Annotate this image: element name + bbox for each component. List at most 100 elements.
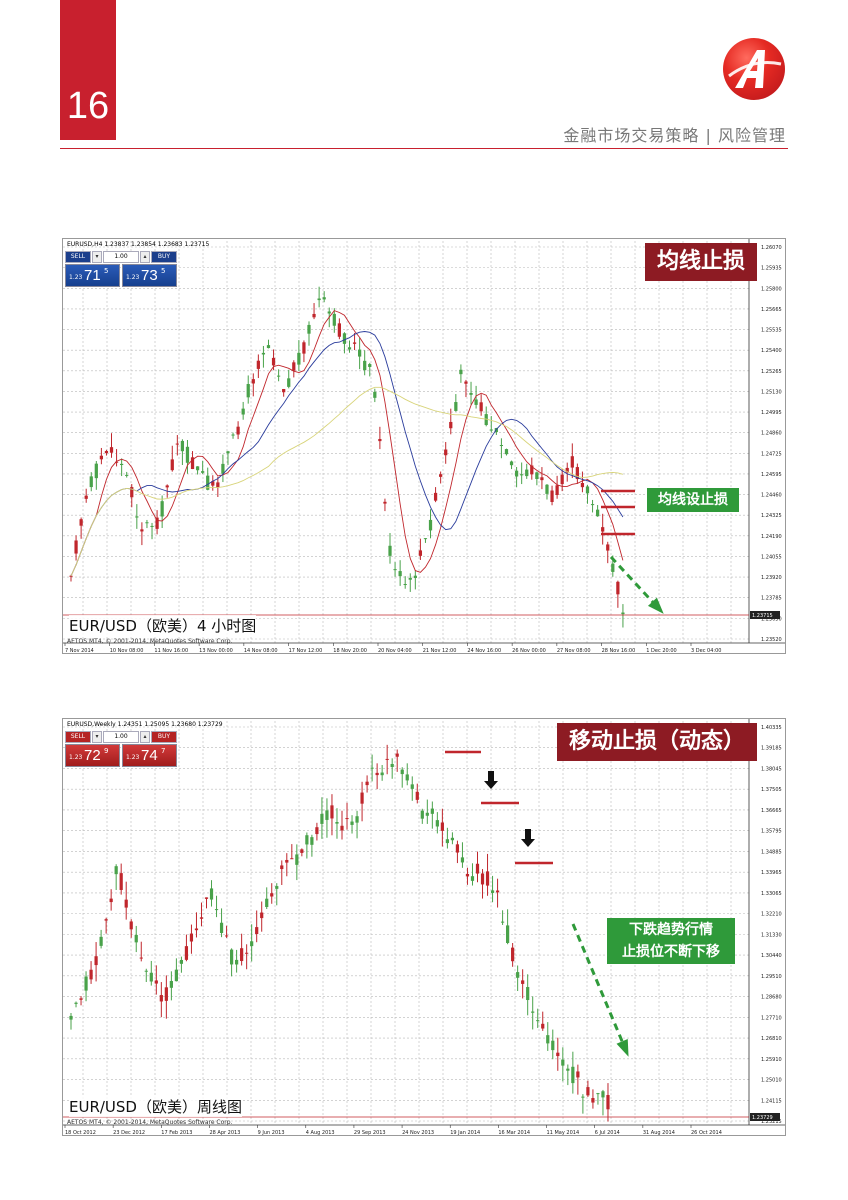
x-tick-label: 4 Aug 2013 [306, 1130, 335, 1136]
lot-increase-icon[interactable]: ▴ [140, 251, 150, 263]
y-tick-label: 1.23785 [761, 596, 782, 602]
candle-body [390, 763, 394, 768]
candle-body [231, 434, 235, 436]
candle-body [550, 490, 554, 502]
candle-body [561, 1059, 565, 1066]
candle-body [480, 873, 485, 885]
y-tick-label: 1.25010 [761, 1078, 782, 1084]
lot-size-field[interactable]: 1.00 [103, 731, 139, 743]
candle-body [226, 451, 230, 454]
lot-decrease-icon[interactable]: ▾ [92, 251, 102, 263]
x-tick-label: 29 Sep 2013 [354, 1130, 386, 1136]
lot-decrease-icon[interactable]: ▾ [92, 731, 102, 743]
candle-body [285, 859, 289, 863]
candle-body [368, 364, 372, 367]
x-tick-label: 28 Nov 16:00 [602, 648, 636, 654]
buy-button[interactable]: BUY [151, 251, 177, 263]
candle-body [129, 921, 133, 930]
candle-body [454, 402, 458, 411]
candle-body [621, 612, 625, 615]
candle-body [425, 812, 429, 816]
candle-body [464, 381, 468, 384]
candle-body [305, 835, 309, 845]
candle-body [114, 866, 118, 875]
candle-body [525, 469, 529, 477]
sell-button[interactable]: SELL [65, 251, 91, 263]
candle-body [470, 876, 475, 881]
candle-body [120, 463, 124, 466]
y-tick-label: 1.30440 [761, 953, 782, 959]
candle-body [300, 849, 304, 853]
candle-body [206, 475, 210, 490]
y-tick-label: 1.31330 [761, 932, 782, 938]
y-tick-label: 1.36665 [761, 808, 782, 814]
candle-body [393, 569, 397, 571]
buy-price-box[interactable]: 1.23 74 7 [122, 744, 177, 767]
candle-body [358, 349, 362, 357]
one-click-trade-panel: SELL ▾ 1.00 ▴ BUY 1.23 71 5 1.23 73 5 [65, 251, 177, 287]
candle-body [251, 379, 255, 384]
candle-body [337, 323, 341, 337]
candle-body [245, 952, 249, 954]
x-tick-label: 26 Nov 00:00 [512, 648, 546, 654]
y-tick-label: 1.25800 [761, 286, 782, 292]
candle-body [190, 457, 195, 470]
candle-body [460, 857, 465, 863]
candle-body [287, 378, 291, 387]
candle-body [363, 360, 367, 371]
lot-size-field[interactable]: 1.00 [103, 251, 139, 263]
lot-increase-icon[interactable]: ▴ [140, 731, 150, 743]
x-tick-label: 16 Mar 2014 [498, 1130, 530, 1136]
candle-body [84, 495, 88, 499]
candle-body [420, 810, 424, 819]
buy-price-box[interactable]: 1.23 73 5 [122, 264, 177, 287]
candle-body [99, 936, 103, 946]
sell-price-box[interactable]: 1.23 72 9 [65, 744, 120, 767]
candle-body [290, 858, 294, 860]
candle-body [189, 933, 194, 942]
candle-body [373, 391, 377, 398]
candle-body [435, 820, 439, 827]
candle-body [144, 970, 148, 972]
candle-body [165, 485, 169, 488]
sell-button[interactable]: SELL [65, 731, 91, 743]
y-tick-label: 1.24055 [761, 554, 782, 560]
x-tick-label: 18 Nov 20:00 [333, 648, 367, 654]
candle-body [469, 392, 473, 395]
x-tick-label: 10 Nov 08:00 [110, 648, 144, 654]
y-tick-label: 1.24995 [761, 410, 782, 416]
candle-body [591, 1098, 595, 1103]
candle-body [201, 471, 205, 473]
chart-info-line: EURUSD,Weekly 1.24351 1.25095 1.23680 1.… [67, 721, 223, 728]
candle-body [229, 949, 234, 965]
candle-body [378, 438, 382, 442]
copyright-text: AETOS MT4, © 2001-2014, MetaQuotes Softw… [67, 638, 233, 645]
candle-body [566, 1068, 570, 1071]
x-tick-label: 21 Nov 12:00 [423, 648, 457, 654]
candle-body [575, 467, 579, 480]
x-tick-label: 28 Apr 2013 [209, 1130, 240, 1136]
candle-body [149, 972, 153, 982]
candle-body [450, 837, 455, 841]
candle-body [347, 347, 352, 350]
y-tick-label: 1.23520 [761, 637, 782, 643]
candle-body [410, 784, 414, 789]
sell-price-box[interactable]: 1.23 71 5 [65, 264, 120, 287]
logo-a-icon [728, 50, 782, 88]
y-tick-label: 1.25265 [761, 369, 782, 375]
y-tick-label: 1.37505 [761, 787, 782, 793]
candle-body [398, 571, 402, 577]
candle-body [606, 544, 610, 551]
buy-button[interactable]: BUY [151, 731, 177, 743]
candle-body [204, 897, 209, 899]
candle-body [540, 477, 544, 481]
candle-body [400, 769, 404, 775]
x-tick-label: 27 Nov 08:00 [557, 648, 591, 654]
candle-body [69, 1015, 73, 1020]
candle-body [256, 360, 260, 369]
candle-body [581, 1096, 585, 1098]
x-tick-label: 24 Nov 2013 [402, 1130, 434, 1136]
candle-body [546, 1035, 550, 1044]
candle-body [565, 467, 569, 473]
y-tick-label: 1.24115 [761, 1098, 782, 1104]
